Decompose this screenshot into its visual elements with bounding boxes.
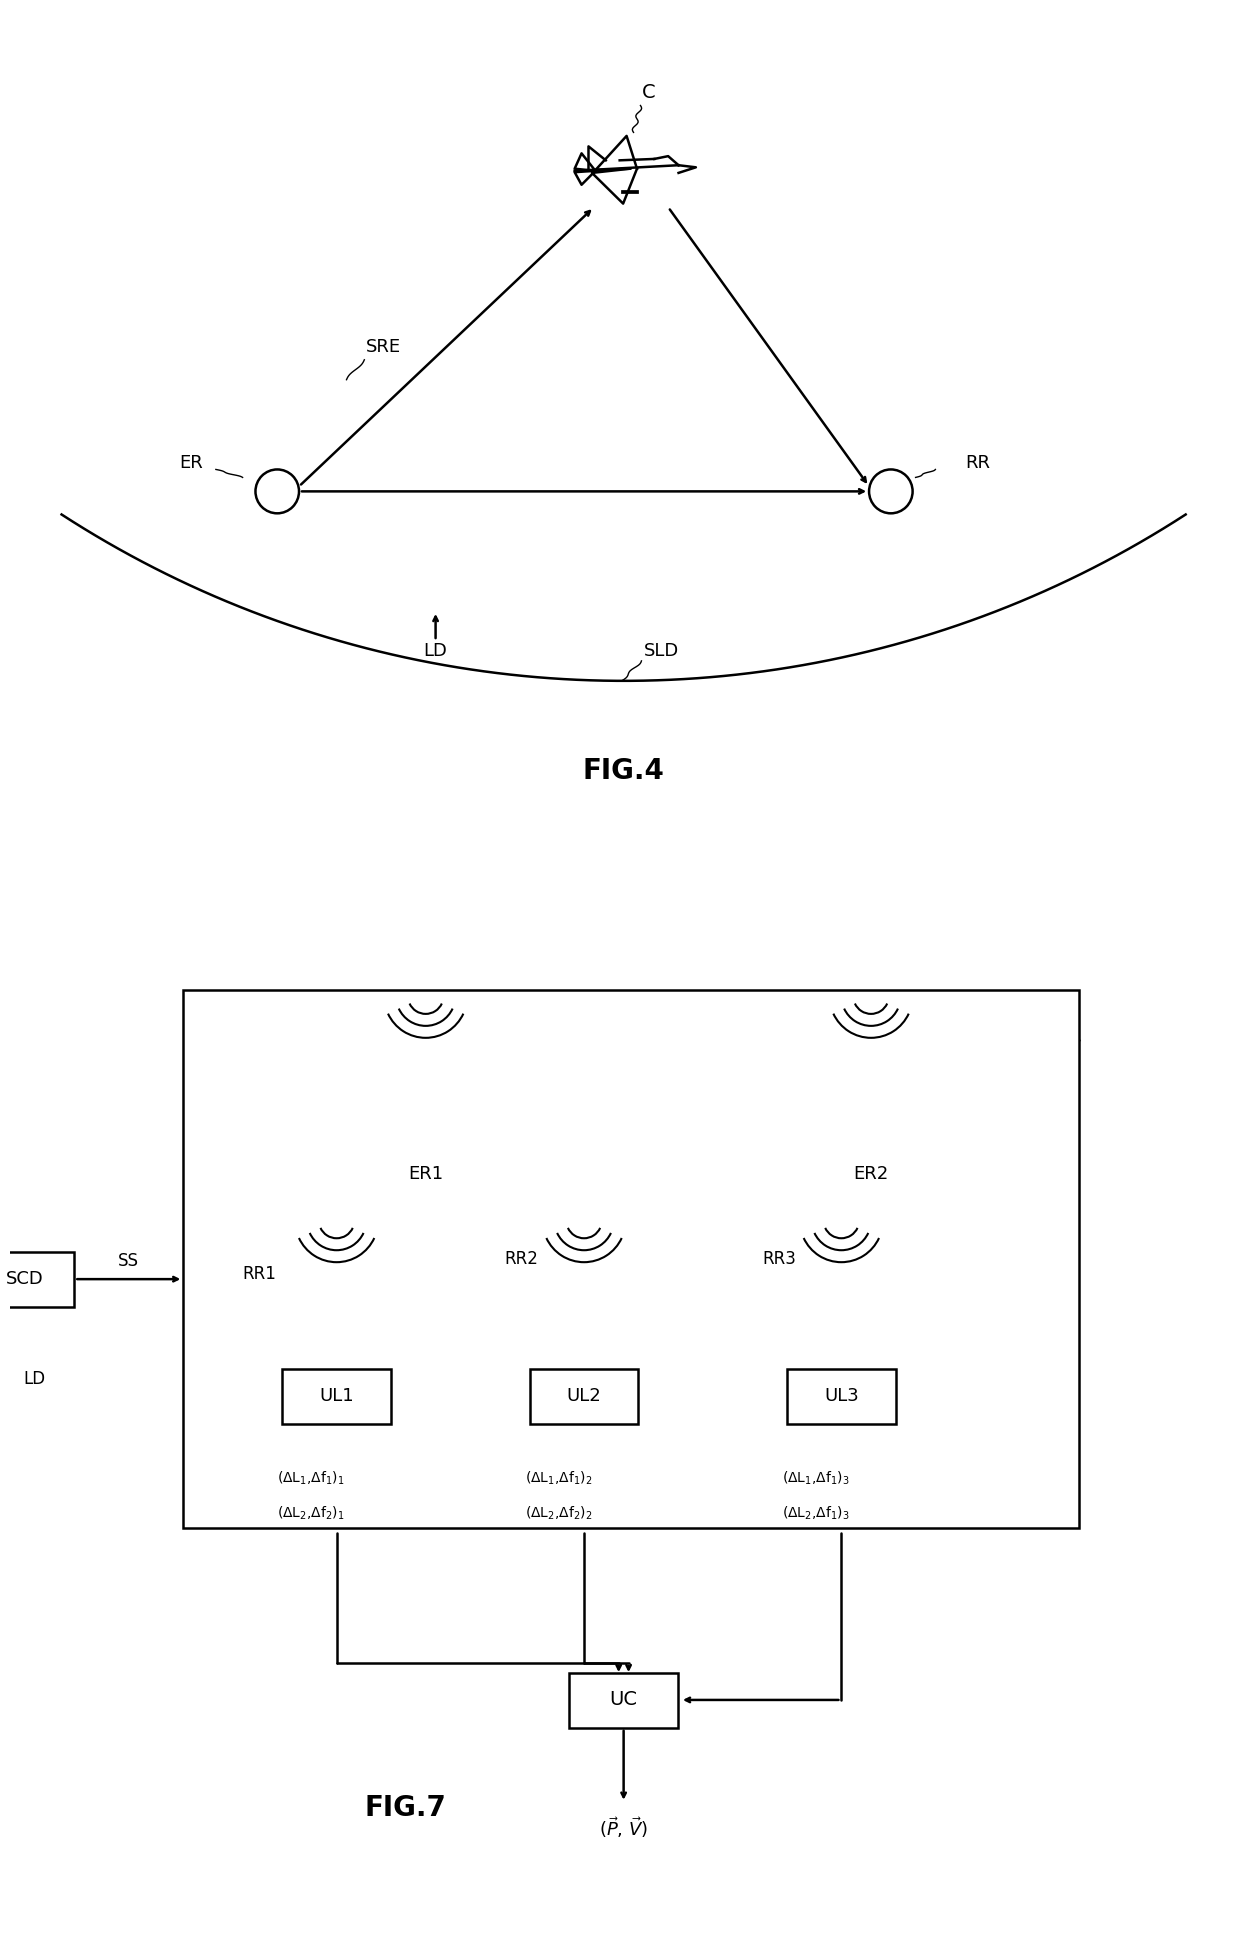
Bar — [569, 1673, 678, 1727]
Text: ($\Delta$L$_2$,$\Delta$f$_1$)$_3$: ($\Delta$L$_2$,$\Delta$f$_1$)$_3$ — [782, 1505, 849, 1522]
Text: UL3: UL3 — [823, 1387, 859, 1405]
Text: UC: UC — [610, 1690, 637, 1710]
Text: $(\vec{P}$, $\vec{V})$: $(\vec{P}$, $\vec{V})$ — [599, 1815, 649, 1841]
Text: ER1: ER1 — [408, 1165, 443, 1184]
Text: LD: LD — [24, 1370, 46, 1387]
Bar — [0, 1253, 74, 1307]
Text: RR1: RR1 — [243, 1264, 277, 1284]
Bar — [184, 991, 1079, 1528]
Bar — [787, 1370, 895, 1424]
Bar — [283, 1370, 391, 1424]
Text: RR2: RR2 — [505, 1251, 538, 1268]
Text: SLD: SLD — [644, 643, 678, 660]
Text: ER2: ER2 — [853, 1165, 889, 1184]
Bar — [529, 1370, 639, 1424]
Text: ($\Delta$L$_2$,$\Delta$f$_2$)$_2$: ($\Delta$L$_2$,$\Delta$f$_2$)$_2$ — [525, 1505, 593, 1522]
Text: SCD: SCD — [6, 1270, 43, 1288]
Text: FIG.4: FIG.4 — [583, 756, 665, 786]
Text: SRE: SRE — [366, 338, 402, 356]
Circle shape — [255, 469, 299, 514]
Text: LD: LD — [424, 643, 448, 660]
Text: UL2: UL2 — [567, 1387, 601, 1405]
Text: RR3: RR3 — [763, 1251, 796, 1268]
Text: RR: RR — [965, 455, 990, 473]
Text: C: C — [641, 82, 655, 102]
Text: ER: ER — [180, 455, 203, 473]
Text: UL1: UL1 — [320, 1387, 353, 1405]
Text: ($\Delta$L$_1$,$\Delta$f$_1$)$_1$: ($\Delta$L$_1$,$\Delta$f$_1$)$_1$ — [278, 1469, 345, 1487]
Text: ($\Delta$L$_1$,$\Delta$f$_1$)$_3$: ($\Delta$L$_1$,$\Delta$f$_1$)$_3$ — [782, 1469, 849, 1487]
Text: FIG.7: FIG.7 — [365, 1794, 446, 1821]
Circle shape — [869, 469, 913, 514]
Text: ($\Delta$L$_2$,$\Delta$f$_2$)$_1$: ($\Delta$L$_2$,$\Delta$f$_2$)$_1$ — [278, 1505, 345, 1522]
Text: SS: SS — [118, 1253, 139, 1270]
Text: ($\Delta$L$_1$,$\Delta$f$_1$)$_2$: ($\Delta$L$_1$,$\Delta$f$_1$)$_2$ — [525, 1469, 593, 1487]
